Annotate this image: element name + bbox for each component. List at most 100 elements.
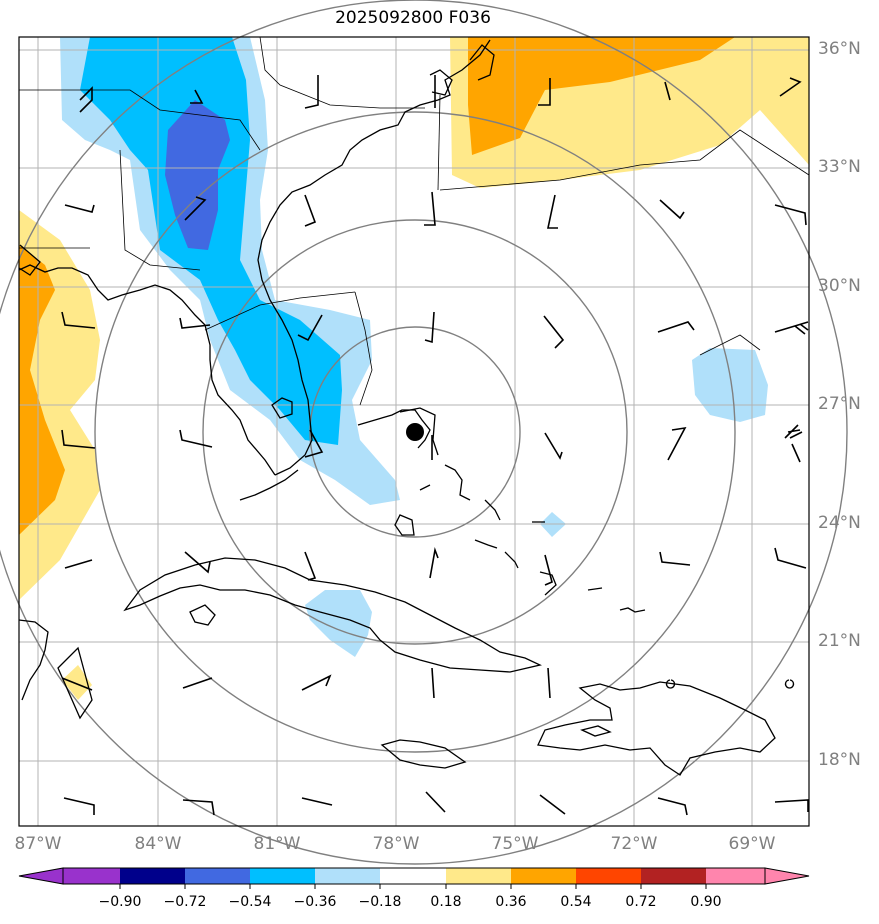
wind-barb	[184, 551, 211, 574]
lon-label: 72°W	[610, 834, 658, 854]
coastline-bahamas-grand	[357, 409, 431, 449]
wind-barb	[779, 77, 802, 97]
colorbar	[18, 867, 810, 889]
wind-barb	[61, 677, 93, 691]
wind-barb	[664, 81, 671, 101]
field-orange-w	[19, 245, 65, 535]
wind-barb	[63, 797, 95, 815]
wind-barb	[304, 194, 317, 227]
wind-barb	[179, 317, 211, 329]
range-ring-2	[202, 219, 628, 645]
gridlines	[19, 37, 809, 826]
wind-barb	[659, 551, 691, 566]
lat-label: 33°N	[818, 157, 861, 177]
colorbar-tick-label: −0.72	[163, 894, 207, 910]
wind-barb	[182, 677, 213, 689]
wind-barb	[774, 799, 809, 812]
wind-barb	[424, 311, 435, 344]
wind-barb	[429, 546, 439, 579]
coastline-hispaniola	[537, 681, 776, 776]
colorbar-segment	[706, 868, 765, 884]
wind-barb	[61, 429, 96, 449]
colorbar-tick-label: 0.18	[430, 894, 462, 910]
range-rings	[0, 0, 848, 865]
storm-center-marker	[406, 423, 424, 441]
wind-barb	[431, 667, 435, 699]
coastline-jamaica	[380, 739, 467, 769]
lat-label: 30°N	[818, 276, 861, 296]
map-title: 2025092800 F036	[335, 8, 491, 28]
colorbar-tick-label: 0.54	[560, 894, 592, 910]
colorbar-segment	[315, 868, 380, 884]
colorbar-segment	[120, 868, 185, 884]
shaded-field	[19, 37, 809, 700]
lat-label: 27°N	[818, 394, 861, 414]
range-ring-1	[309, 326, 521, 538]
range-ring-3	[94, 111, 736, 753]
wind-barb	[61, 311, 96, 329]
coastline-bahamas-abaco	[399, 407, 439, 456]
map-frame	[18, 36, 810, 827]
colorbar-segment	[380, 868, 446, 884]
wind-barb	[304, 75, 319, 109]
coastline-yucatan	[18, 619, 49, 701]
lon-label: 78°W	[372, 834, 420, 854]
wind-barb	[539, 794, 566, 815]
wind-barb	[425, 791, 446, 813]
wind-barbs	[61, 75, 809, 816]
wind-barb	[774, 321, 809, 335]
lon-label: 84°W	[134, 834, 182, 854]
wind-barb	[301, 797, 333, 806]
wind-barb	[667, 426, 687, 461]
wind-barb	[179, 429, 213, 448]
colorbar-segment	[576, 868, 641, 884]
lake-okeechobee	[271, 397, 293, 419]
colorbar-segment	[185, 868, 250, 884]
wind-barb	[301, 674, 332, 691]
coastline-florida-west	[18, 264, 276, 476]
wind-barb	[64, 204, 95, 213]
range-ring-4	[0, 0, 848, 865]
lon-label: 75°W	[491, 834, 539, 854]
political-boundaries	[19, 36, 810, 406]
colorbar-extend-low	[18, 867, 64, 885]
lon-label: 87°W	[14, 834, 62, 854]
wind-barb	[182, 799, 215, 816]
wind-barb	[184, 196, 207, 221]
wind-barb	[538, 78, 551, 106]
colorbar-tick-label: −0.90	[98, 894, 142, 910]
lat-label: 36°N	[818, 39, 861, 59]
wind-barb	[190, 89, 204, 104]
colorbar-tick-label: −0.36	[293, 894, 337, 910]
colorbar-tick-label: 0.72	[625, 894, 657, 910]
wind-barb	[304, 429, 324, 458]
colorbar-tick-label: 0.90	[690, 894, 722, 910]
wind-barb	[659, 199, 685, 220]
field-yellow-sw	[62, 665, 92, 700]
colorbar-tick-label: 0.36	[495, 894, 527, 910]
wind-barb	[547, 667, 551, 699]
field-orange-ne	[468, 37, 735, 155]
wind-barb	[64, 559, 93, 569]
lon-label: 81°W	[253, 834, 301, 854]
colorbar-segment	[511, 868, 576, 884]
field-lightblue-cuba	[305, 590, 372, 657]
lat-label: 18°N	[818, 750, 861, 770]
wind-barb	[784, 424, 803, 463]
wind-barb	[543, 315, 565, 349]
lat-label: 24°N	[818, 513, 861, 533]
coastline-cuba	[123, 557, 542, 673]
colorbar-segment	[446, 868, 511, 884]
wind-barb	[547, 194, 558, 229]
colorbar-tick-label: −0.54	[228, 894, 272, 910]
colorbar-extend-high	[764, 867, 810, 885]
wind-barb	[424, 191, 436, 226]
wind-barb	[774, 204, 807, 226]
wind-barb	[657, 797, 688, 816]
wind-barb	[774, 547, 807, 569]
wind-barb	[544, 554, 553, 586]
wind-barb	[304, 551, 317, 581]
wind-barb	[297, 314, 323, 342]
wind-barb	[544, 432, 563, 460]
